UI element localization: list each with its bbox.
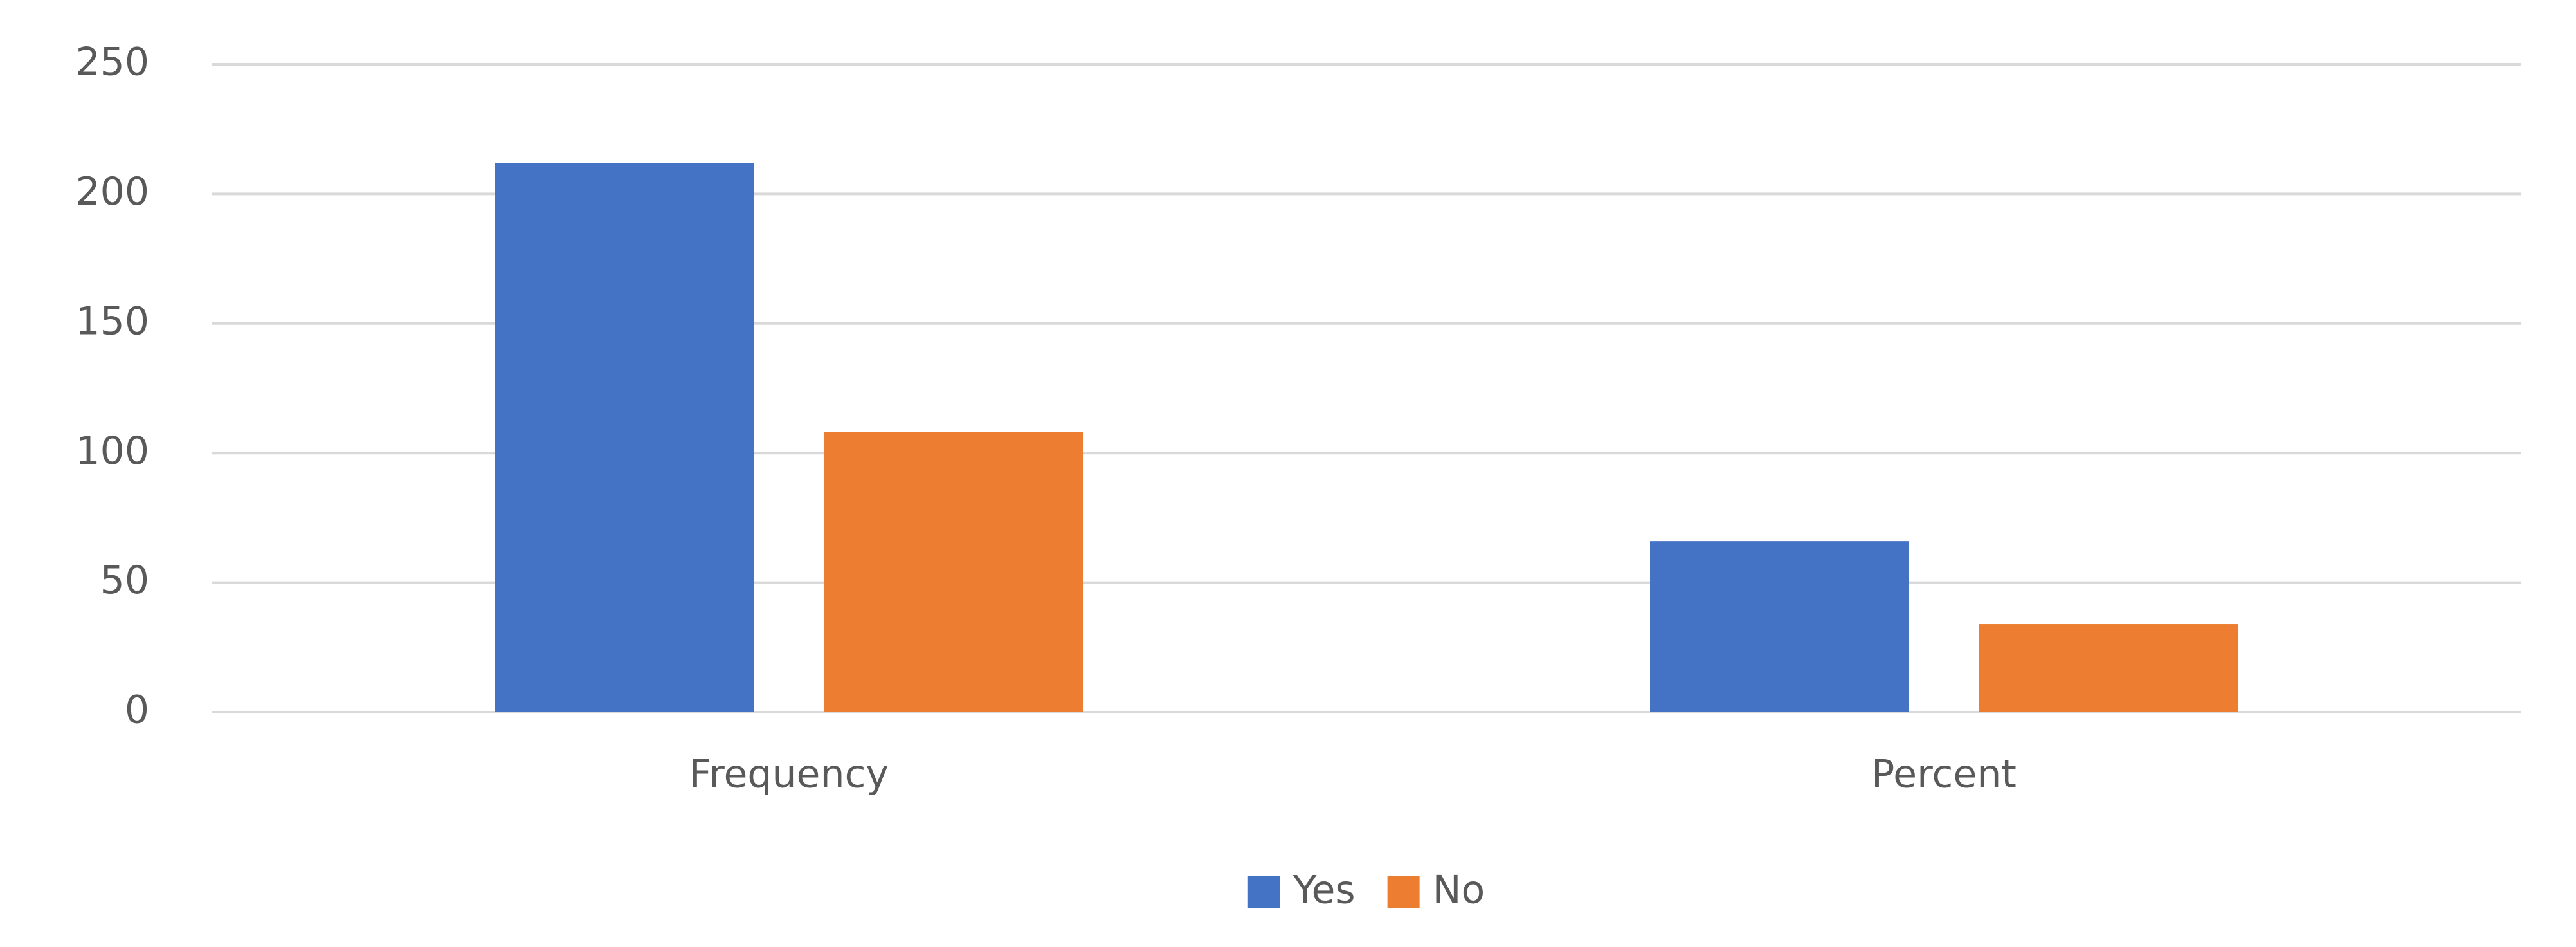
y-tick-label: 200 <box>75 169 149 214</box>
x-tick-label: Frequency <box>689 752 889 797</box>
legend-label: No <box>1433 868 1485 913</box>
legend-label: Yes <box>1293 868 1356 913</box>
legend-swatch <box>1247 876 1280 908</box>
y-tick-label: 250 <box>75 40 149 85</box>
bar <box>1650 541 1909 712</box>
x-tick-label: Percent <box>1871 752 2017 797</box>
bar <box>824 432 1083 712</box>
bar <box>1979 624 2238 712</box>
bar <box>495 163 754 713</box>
y-tick-label: 150 <box>75 299 149 344</box>
legend-swatch <box>1387 876 1420 908</box>
y-tick-label: 0 <box>125 688 149 733</box>
y-tick-label: 100 <box>75 428 149 473</box>
y-tick-label: 50 <box>100 558 149 603</box>
